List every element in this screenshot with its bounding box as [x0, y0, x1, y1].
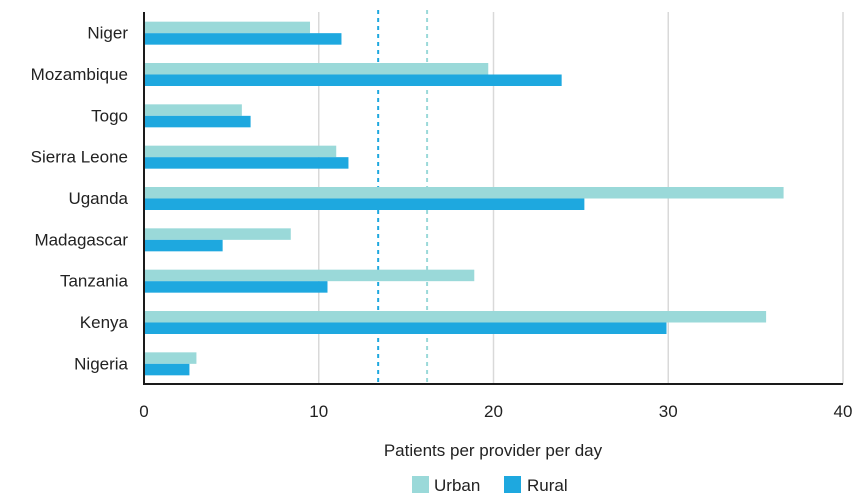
x-axis-title: Patients per provider per day [384, 441, 603, 460]
category-label: Sierra Leone [31, 148, 128, 167]
legend-swatch-rural [504, 476, 521, 493]
legend: Urban Rural [412, 476, 568, 494]
category-label: Uganda [68, 189, 128, 208]
bar-urban-madagascar [144, 228, 291, 240]
bars-layer [144, 21, 784, 376]
category-label: Kenya [80, 313, 129, 332]
bar-rural-madagascar [144, 239, 223, 252]
bar-urban-niger [144, 21, 311, 34]
bar-rural-togo [144, 115, 251, 128]
category-label: Nigeria [74, 354, 128, 373]
legend-swatch-urban [412, 476, 429, 493]
bar-rural-sierra-leone [144, 157, 349, 169]
legend-label-rural: Rural [527, 476, 568, 494]
bar-urban-uganda [144, 187, 784, 199]
axes-layer [143, 12, 843, 385]
bar-rural-nigeria [144, 363, 190, 376]
bar-rural-mozambique [144, 74, 562, 86]
legend-label-urban: Urban [434, 476, 480, 494]
bar-rural-kenya [144, 322, 667, 334]
bar-rural-uganda [144, 198, 585, 210]
x-tick-label: 30 [659, 402, 678, 421]
category-label: Togo [91, 106, 128, 125]
labels-layer: 0 10 20 30 40 Niger Mozambique Togo Sierra Leone… [31, 24, 853, 421]
bar-urban-mozambique [144, 63, 489, 75]
bar-urban-sierra-leone [144, 145, 337, 158]
bar-rural-tanzania [144, 281, 328, 293]
x-tick-label: 10 [309, 402, 328, 421]
bar-urban-togo [144, 104, 242, 116]
bar-urban-kenya [144, 311, 767, 323]
category-label: Mozambique [31, 65, 128, 84]
bar-urban-nigeria [144, 352, 197, 364]
bar-urban-tanzania [144, 269, 475, 282]
x-tick-label: 0 [139, 402, 148, 421]
x-tick-label: 20 [484, 402, 503, 421]
category-label: Tanzania [60, 272, 129, 291]
category-label: Madagascar [34, 230, 128, 249]
category-label: Niger [87, 24, 128, 43]
bar-rural-niger [144, 33, 342, 45]
x-tick-label: 40 [834, 402, 853, 421]
